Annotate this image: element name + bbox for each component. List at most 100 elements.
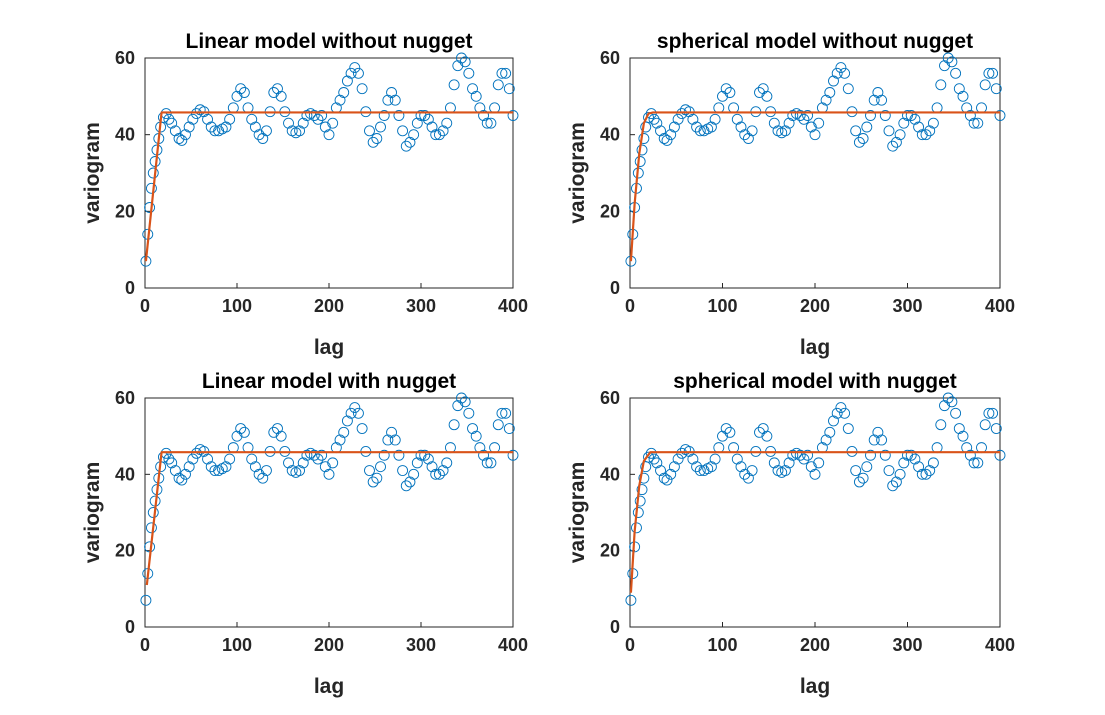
- data-point: [658, 133, 670, 144]
- data-point: [979, 79, 991, 91]
- data-point: [757, 423, 769, 434]
- x-tick-label: 300: [892, 296, 922, 316]
- data-point: [268, 426, 280, 438]
- data-point: [720, 83, 732, 95]
- data-point: [478, 449, 490, 461]
- data-point: [470, 430, 482, 442]
- data-point: [378, 449, 390, 461]
- data-point: [338, 87, 350, 98]
- data-point: [939, 400, 950, 412]
- data-point: [246, 453, 258, 465]
- data-point: [382, 94, 394, 106]
- data-point: [665, 468, 677, 480]
- data-point: [275, 430, 287, 442]
- data-point: [887, 480, 899, 492]
- data-point: [820, 434, 832, 446]
- data-point: [467, 423, 478, 434]
- x-tick-label: 400: [985, 635, 1015, 655]
- x-tick-label: 300: [892, 635, 922, 655]
- data-point: [946, 56, 958, 68]
- data-point: [507, 449, 519, 461]
- data-point: [205, 121, 217, 133]
- data-point: [478, 110, 490, 121]
- data-point: [990, 423, 1002, 434]
- data-point: [441, 457, 453, 469]
- data-point: [828, 415, 839, 427]
- y-axis-label: variogram: [566, 462, 589, 564]
- data-point: [761, 430, 773, 442]
- data-point: [625, 594, 637, 606]
- data-point: [661, 134, 673, 146]
- data-point: [433, 468, 445, 480]
- x-axis-label: lag: [800, 336, 830, 359]
- data-point: [724, 87, 736, 98]
- data-point: [187, 453, 199, 465]
- y-tick-label: 40: [115, 125, 135, 145]
- data-point: [916, 129, 928, 141]
- data-point: [842, 83, 854, 95]
- data-point: [430, 129, 442, 141]
- x-tick-label: 0: [625, 296, 635, 316]
- data-point: [865, 449, 876, 461]
- data-point: [371, 133, 383, 144]
- data-point: [661, 474, 673, 486]
- data-point: [345, 407, 357, 419]
- data-point: [231, 90, 243, 102]
- data-point: [783, 457, 795, 469]
- data-point: [441, 117, 453, 129]
- data-point: [850, 465, 862, 476]
- data-point: [492, 419, 504, 431]
- model-line: [629, 111, 1000, 262]
- data-point: [957, 90, 969, 102]
- data-point: [393, 110, 405, 121]
- data-point: [839, 407, 851, 419]
- data-point: [349, 62, 361, 74]
- data-point: [253, 468, 265, 480]
- data-point: [645, 447, 657, 459]
- data-point: [415, 449, 427, 461]
- data-point: [717, 430, 728, 442]
- data-point: [319, 461, 331, 473]
- data-point: [638, 472, 650, 484]
- data-point: [831, 67, 843, 79]
- data-point: [946, 396, 958, 408]
- data-point: [902, 449, 913, 461]
- chart-title: Linear model without nugget: [186, 30, 473, 53]
- data-point: [694, 465, 706, 476]
- data-point: [709, 113, 721, 125]
- data-point: [957, 430, 969, 442]
- data-point: [209, 125, 221, 137]
- data-point: [927, 457, 939, 469]
- axes-box: [144, 57, 514, 289]
- data-point: [422, 113, 434, 125]
- data-point: [145, 522, 157, 534]
- data-point: [375, 461, 386, 473]
- data-point: [731, 453, 743, 465]
- data-point: [375, 121, 386, 133]
- data-point: [768, 457, 780, 469]
- x-tick-label: 100: [222, 635, 252, 655]
- data-point: [408, 129, 420, 141]
- data-point: [994, 449, 1006, 461]
- data-point: [857, 133, 869, 144]
- y-tick-label: 20: [115, 541, 135, 561]
- data-point: [323, 129, 335, 141]
- data-point: [485, 457, 497, 469]
- data-point: [341, 75, 353, 87]
- data-point: [968, 457, 980, 469]
- data-point: [872, 426, 884, 438]
- data-point: [257, 472, 269, 484]
- data-point: [294, 125, 306, 137]
- x-tick-label: 200: [314, 635, 344, 655]
- data-point: [503, 83, 515, 95]
- data-point: [169, 465, 181, 476]
- data-point: [813, 457, 825, 469]
- data-point: [308, 110, 320, 121]
- data-point: [739, 468, 751, 480]
- data-point: [691, 121, 703, 133]
- data-point: [794, 110, 806, 121]
- data-point: [496, 407, 508, 419]
- y-tick-label: 60: [600, 48, 620, 68]
- data-point: [308, 449, 320, 461]
- data-point: [634, 495, 646, 507]
